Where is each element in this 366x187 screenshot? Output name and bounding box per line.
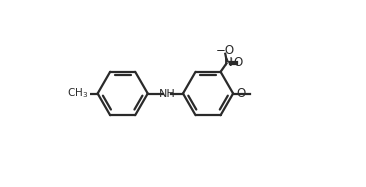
Text: +: +: [227, 56, 234, 65]
Text: O: O: [237, 87, 246, 100]
Text: −O: −O: [216, 44, 235, 57]
Text: O: O: [234, 56, 243, 69]
Text: NH: NH: [159, 88, 176, 99]
Text: N: N: [224, 56, 232, 69]
Text: CH$_3$: CH$_3$: [67, 87, 88, 100]
